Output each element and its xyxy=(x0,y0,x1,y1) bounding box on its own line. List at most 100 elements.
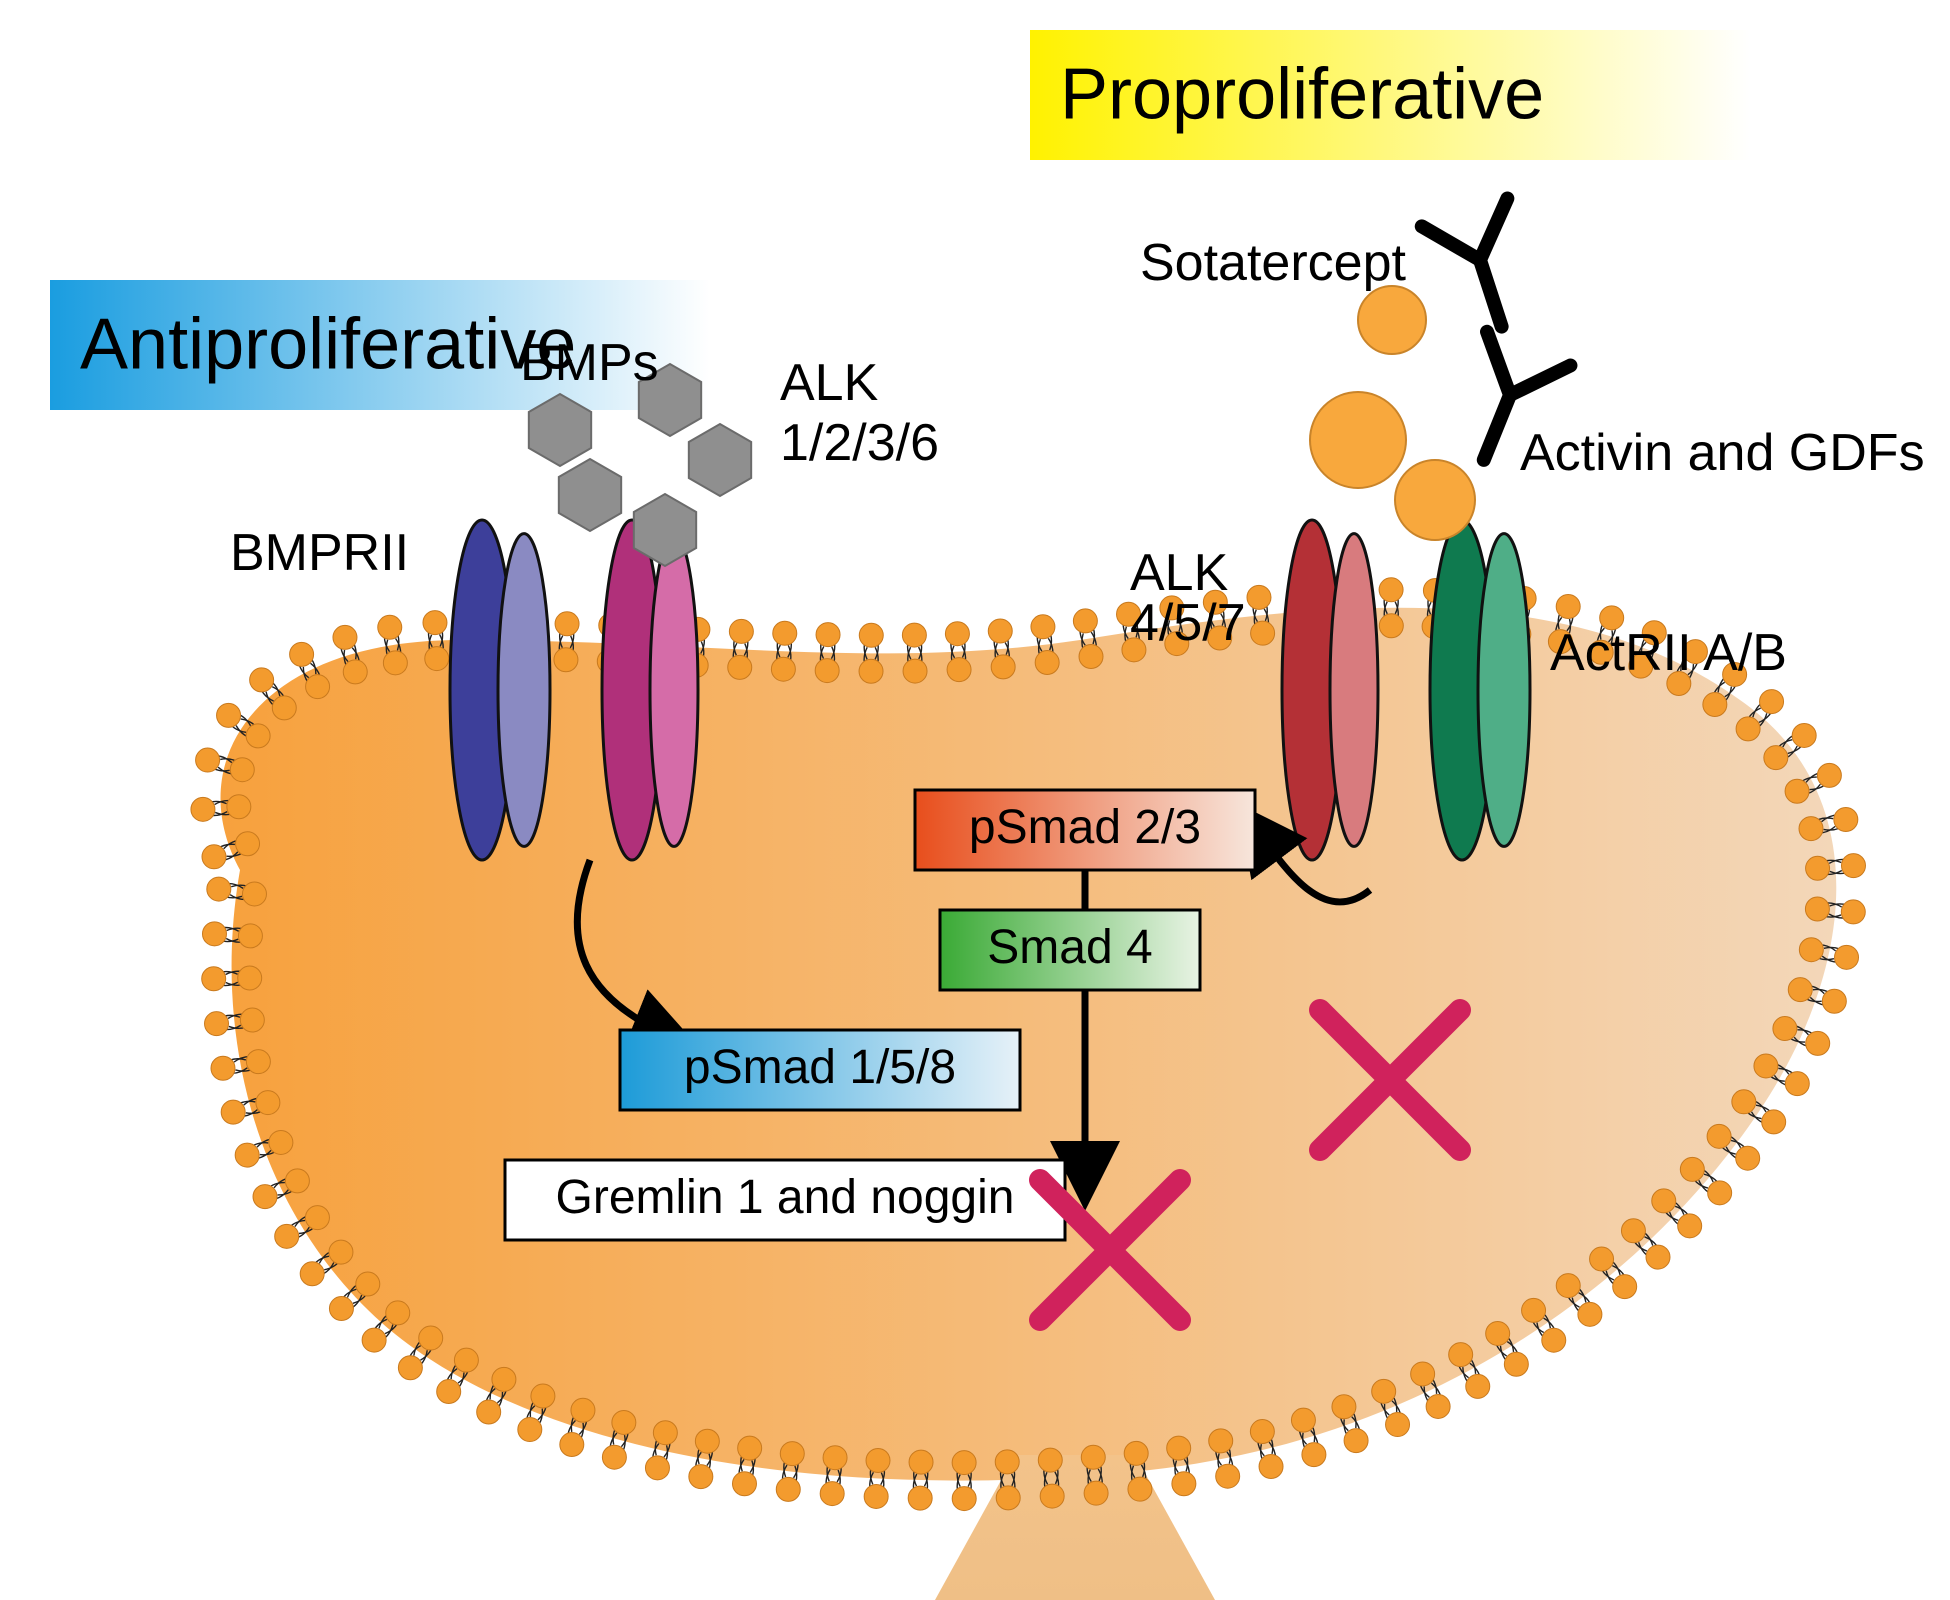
lipid-head-inner xyxy=(1128,1477,1152,1501)
lipid-head-inner xyxy=(1762,1110,1786,1134)
lipid-head-inner xyxy=(1556,595,1580,619)
lipid-head-outer xyxy=(612,1410,636,1434)
bmp-hexagon xyxy=(689,424,751,496)
lipid-head-inner xyxy=(1302,1443,1326,1467)
lipid-head-inner xyxy=(518,1418,542,1442)
lipid-head-outer xyxy=(1703,693,1727,717)
lipid-head-outer xyxy=(1788,978,1812,1002)
lipid-head-inner xyxy=(729,619,753,643)
lipid-head-inner xyxy=(1216,1464,1240,1488)
lipid-head-outer xyxy=(242,882,266,906)
lipid-head-outer xyxy=(571,1398,595,1422)
lipid-head-outer xyxy=(1806,856,1830,880)
lipid-head-outer xyxy=(1250,1420,1274,1444)
label-bmprii: BMPRII xyxy=(230,524,409,582)
lipid-head-outer xyxy=(238,924,262,948)
lipid-head-inner xyxy=(217,703,241,727)
lipid-head-inner xyxy=(1646,1245,1670,1269)
activin-ligand xyxy=(1358,286,1426,354)
lipid-head-inner xyxy=(1792,723,1816,747)
gremlin-box-label: Gremlin 1 and noggin xyxy=(556,1171,1015,1224)
gremlin-box: Gremlin 1 and noggin xyxy=(505,1160,1065,1240)
lipid-head-outer xyxy=(947,658,971,682)
lipid-head-inner xyxy=(1542,1328,1566,1352)
lipid-head-outer xyxy=(1680,1157,1704,1181)
lipid-head-outer xyxy=(285,1169,309,1193)
lipid-head-inner xyxy=(1785,1072,1809,1096)
lipid-head-outer xyxy=(236,832,260,856)
label-bmps: BMPs xyxy=(520,334,659,392)
lipid-head-outer xyxy=(815,659,839,683)
lipid-head-outer xyxy=(771,657,795,681)
lipid-head-outer xyxy=(1652,1189,1676,1213)
lipid-head-inner xyxy=(602,1445,626,1469)
lipid-head-inner xyxy=(211,1056,235,1080)
lipid-head-inner xyxy=(689,1465,713,1489)
lipid-head-inner xyxy=(1031,615,1055,639)
lipid-head-outer xyxy=(492,1367,516,1391)
smad4-box: Smad 4 xyxy=(940,910,1200,990)
lipid-head-inner xyxy=(275,1224,299,1248)
lipid-head-inner xyxy=(202,845,226,869)
lipid-head-outer xyxy=(386,1301,410,1325)
lipid-head-outer xyxy=(1124,1441,1148,1465)
lipid-head-inner xyxy=(864,1484,888,1508)
lipid-head-inner xyxy=(820,1482,844,1506)
lipid-head-outer xyxy=(866,1449,890,1473)
lipid-head-outer xyxy=(329,1240,353,1264)
lipid-head-outer xyxy=(230,758,254,782)
lipid-head-inner xyxy=(1466,1374,1490,1398)
lipid-head-inner xyxy=(1822,989,1846,1013)
lipid-head-outer xyxy=(356,1272,380,1296)
lipid-head-outer xyxy=(1035,651,1059,675)
lipid-head-inner xyxy=(205,1012,229,1036)
lipid-head-inner xyxy=(555,612,579,636)
lipid-head-outer xyxy=(995,1450,1019,1474)
lipid-head-inner xyxy=(1760,690,1784,714)
lipid-head-inner xyxy=(196,748,220,772)
lipid-head-outer xyxy=(554,648,578,672)
psmad23-box: pSmad 2/3 xyxy=(915,790,1255,870)
lipid-head-outer xyxy=(1379,614,1403,638)
lipid-head-outer xyxy=(256,1091,280,1115)
lipid-head-inner xyxy=(560,1433,584,1457)
lipid-head-inner xyxy=(1835,945,1859,969)
lipid-head-outer xyxy=(909,1450,933,1474)
lipid-head-outer xyxy=(1785,779,1809,803)
lipid-head-outer xyxy=(1449,1343,1473,1367)
lipid-head-outer xyxy=(419,1326,443,1350)
lipid-head-inner xyxy=(1806,1031,1830,1055)
lipid-head-outer xyxy=(1291,1408,1315,1432)
lipid-head-inner xyxy=(645,1456,669,1480)
lipid-head-inner xyxy=(221,1100,245,1124)
lipid-head-inner xyxy=(1379,578,1403,602)
lipid-head-outer xyxy=(1038,1448,1062,1472)
lipid-head-outer xyxy=(738,1436,762,1460)
lipid-head-inner xyxy=(1259,1454,1283,1478)
lipid-head-inner xyxy=(423,611,447,635)
lipid-head-outer xyxy=(695,1429,719,1453)
alk-457-receptor xyxy=(1282,520,1378,860)
lipid-head-outer xyxy=(1079,644,1103,668)
lipid-head-inner xyxy=(1247,585,1271,609)
lipid-head-outer xyxy=(1486,1321,1510,1345)
lipid-head-outer xyxy=(1556,1274,1580,1298)
lipid-head-outer xyxy=(272,696,296,720)
lipid-head-inner xyxy=(1817,763,1841,787)
lipid-head-outer xyxy=(1411,1362,1435,1386)
lipid-head-outer xyxy=(952,1451,976,1475)
lipid-head-inner xyxy=(1708,1181,1732,1205)
lipid-head-outer xyxy=(246,1050,270,1074)
lipid-head-inner xyxy=(732,1472,756,1496)
lipid-head-inner xyxy=(1040,1484,1064,1508)
alk-1236-receptor xyxy=(602,520,698,860)
lipid-head-outer xyxy=(1707,1124,1731,1148)
lipid-head-inner xyxy=(202,922,226,946)
activin-ligand xyxy=(1395,460,1475,540)
lipid-head-outer xyxy=(343,660,367,684)
lipid-head-outer xyxy=(859,659,883,683)
activin-ligand xyxy=(1310,392,1406,488)
lipid-head-outer xyxy=(383,651,407,675)
lipid-head-inner xyxy=(253,1185,277,1209)
lipid-head-outer xyxy=(1167,1436,1191,1460)
